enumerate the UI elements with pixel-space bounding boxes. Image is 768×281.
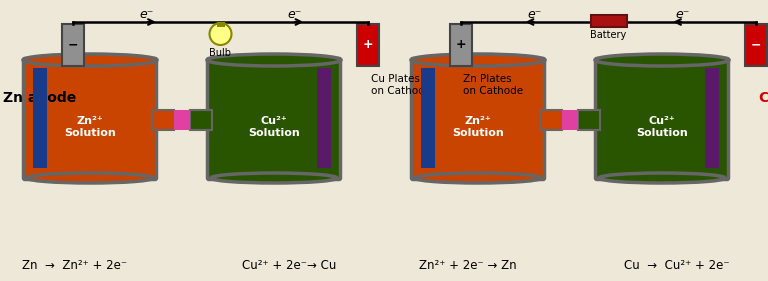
Ellipse shape bbox=[411, 54, 545, 66]
Bar bbox=[357, 24, 379, 66]
Text: Battery: Battery bbox=[591, 30, 627, 40]
Text: Zn²⁺
Solution: Zn²⁺ Solution bbox=[64, 116, 116, 138]
Bar bbox=[421, 68, 435, 168]
Bar bbox=[562, 110, 578, 130]
Text: e⁻: e⁻ bbox=[287, 8, 301, 21]
Bar bbox=[317, 68, 331, 168]
Text: −: − bbox=[751, 38, 761, 51]
Bar bbox=[705, 68, 719, 168]
Bar bbox=[62, 24, 84, 66]
FancyBboxPatch shape bbox=[412, 58, 545, 180]
Bar bbox=[152, 110, 174, 130]
Text: Zn  →  Zn²⁺ + 2e⁻: Zn → Zn²⁺ + 2e⁻ bbox=[22, 259, 127, 272]
Text: e⁻: e⁻ bbox=[675, 8, 690, 21]
FancyBboxPatch shape bbox=[24, 58, 157, 180]
Bar bbox=[450, 24, 472, 66]
Text: Cu²⁺
Solution: Cu²⁺ Solution bbox=[248, 116, 300, 138]
Text: e⁻: e⁻ bbox=[528, 8, 542, 21]
Text: +: + bbox=[362, 38, 373, 51]
Bar bbox=[217, 22, 224, 27]
FancyBboxPatch shape bbox=[207, 58, 340, 180]
Bar bbox=[33, 68, 47, 168]
Bar bbox=[190, 110, 212, 130]
Bar bbox=[540, 110, 562, 130]
Bar bbox=[174, 110, 190, 130]
Text: Bulb: Bulb bbox=[210, 48, 231, 58]
Bar bbox=[578, 110, 600, 130]
Text: e⁻: e⁻ bbox=[140, 8, 154, 21]
Text: Zn anode: Zn anode bbox=[3, 91, 76, 105]
Text: Cu²⁺
Solution: Cu²⁺ Solution bbox=[636, 116, 688, 138]
Text: Cu anode: Cu anode bbox=[759, 91, 768, 105]
Bar bbox=[591, 15, 627, 27]
Text: Zn Plates
on Cathode: Zn Plates on Cathode bbox=[463, 74, 523, 96]
Text: Zn²⁺ + 2e⁻ → Zn: Zn²⁺ + 2e⁻ → Zn bbox=[419, 259, 517, 272]
Ellipse shape bbox=[27, 173, 153, 183]
Text: Zn²⁺
Solution: Zn²⁺ Solution bbox=[452, 116, 504, 138]
FancyBboxPatch shape bbox=[595, 58, 729, 180]
Ellipse shape bbox=[23, 54, 157, 66]
Text: −: − bbox=[68, 38, 78, 51]
Ellipse shape bbox=[211, 173, 337, 183]
Ellipse shape bbox=[415, 173, 541, 183]
Circle shape bbox=[210, 23, 231, 45]
Text: Cu Plates
on Cathode: Cu Plates on Cathode bbox=[371, 74, 431, 96]
Text: +: + bbox=[455, 38, 466, 51]
Ellipse shape bbox=[207, 54, 341, 66]
Text: Cu  →  Cu²⁺ + 2e⁻: Cu → Cu²⁺ + 2e⁻ bbox=[624, 259, 730, 272]
Bar bbox=[745, 24, 767, 66]
Text: Cu²⁺ + 2e⁻→ Cu: Cu²⁺ + 2e⁻→ Cu bbox=[242, 259, 336, 272]
Ellipse shape bbox=[599, 173, 725, 183]
Ellipse shape bbox=[595, 54, 729, 66]
